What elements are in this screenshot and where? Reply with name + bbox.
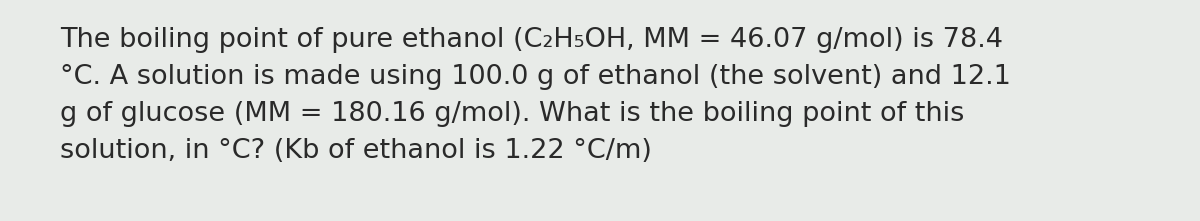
Text: The boiling point of pure ethanol (C₂H₅OH, MM = 46.07 g/mol) is 78.4
°C. A solut: The boiling point of pure ethanol (C₂H₅O… bbox=[60, 27, 1010, 164]
